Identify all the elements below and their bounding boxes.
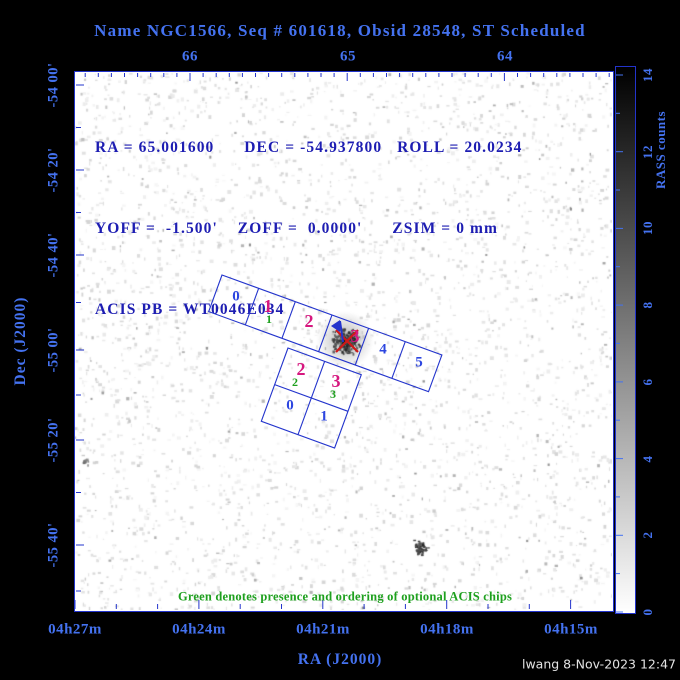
acis-s-chip-4-label: 4	[379, 341, 387, 358]
left-axis-tick-label: -54 00'	[45, 62, 62, 108]
top-axis-tick-label: 65	[340, 48, 356, 65]
colorbar-tick-label: 8	[640, 301, 655, 309]
acis-s-chip-2-label: 2	[304, 311, 314, 331]
top-axis-tick-label: 64	[497, 48, 513, 65]
left-axis-tick-label: -55 00'	[45, 327, 62, 373]
acis-s-chip-1-label: 1	[263, 296, 273, 316]
plot-title: Name NGC1566, Seq # 601618, Obsid 28548,…	[94, 21, 586, 40]
y-axis-title: Dec (J2000)	[12, 296, 29, 386]
left-axis-tick-label: -54 40'	[45, 232, 62, 278]
info-line-ra-dec-roll: RA = 65.001600 DEC = -54.937800 ROLL = 2…	[95, 139, 523, 156]
colorbar	[615, 66, 636, 614]
info-line-offsets: YOFF = -1.500' ZOFF = 0.0000' ZSIM = 0 m…	[95, 220, 499, 237]
colorbar-tick-label: 0	[640, 608, 655, 616]
acis-s-chip-0-label: 0	[232, 288, 240, 305]
acis-i-chip-2-label: 2	[296, 359, 306, 379]
acis-i-chip-3-label-optional-green: 3	[330, 387, 336, 401]
left-axis-tick-label: -55 20'	[45, 417, 62, 463]
bottom-axis-tick-label: 04h27m	[48, 621, 102, 638]
acis-s-chip-1-label-optional-green: 1	[266, 312, 272, 326]
acis-i-chip-3-label: 3	[331, 371, 341, 391]
top-axis-tick-label: 66	[182, 48, 198, 65]
acis-i-chip-2-label-optional-green: 2	[292, 375, 298, 389]
optional-chips-footnote: Green denotes presence and ordering of o…	[177, 589, 513, 604]
x-axis-title: RA (J2000)	[297, 651, 383, 668]
left-axis-tick-label: -54 20'	[45, 147, 62, 193]
bottom-axis-tick-label: 04h21m	[296, 621, 350, 638]
colorbar-tick-label: 6	[640, 378, 655, 386]
colorbar-title: RASS counts	[653, 110, 668, 190]
acis-s-chip-3-label: 3	[350, 326, 360, 346]
colorbar-tick-label: 4	[640, 455, 655, 463]
creator-timestamp: lwang 8-Nov-2023 12:47	[521, 656, 676, 672]
bottom-axis-tick-label: 04h15m	[544, 621, 598, 638]
left-axis-tick-label: -55 40'	[45, 522, 62, 568]
bottom-axis-tick-label: 04h24m	[172, 621, 226, 638]
acis-i-chip-1-label: 1	[320, 408, 328, 425]
pointing-info: RA = 65.001600 DEC = -54.937800 ROLL = 2…	[95, 80, 523, 377]
colorbar-tick-label: 10	[640, 221, 655, 236]
acis-i-chip-0-label: 0	[286, 397, 294, 414]
bottom-axis-tick-label: 04h18m	[420, 621, 474, 638]
colorbar-tick-label: 2	[640, 531, 655, 539]
acis-s-chip-5-label: 5	[415, 354, 423, 371]
colorbar-tick-label: 14	[640, 68, 655, 82]
